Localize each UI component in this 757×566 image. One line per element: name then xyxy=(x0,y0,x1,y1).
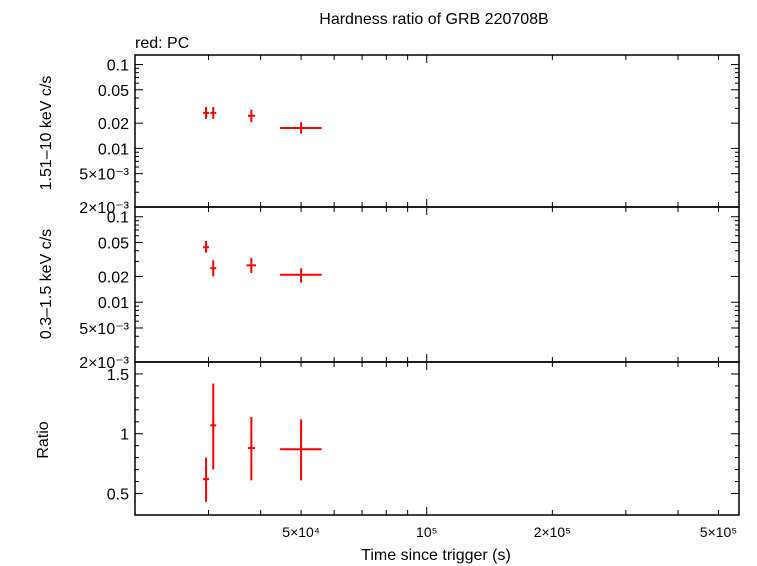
data-point-hard xyxy=(247,109,256,123)
y-tick-label: 0.02 xyxy=(98,270,129,287)
panel-soft-frame xyxy=(134,206,740,363)
chart-title: Hardness ratio of GRB 220708B xyxy=(319,11,548,28)
x-tick-labels: 5×10⁴ 10⁵ 2×10⁵ 5×10⁵ xyxy=(282,524,737,540)
data-point-hard xyxy=(210,106,217,119)
x-axis-label: Time since trigger (s) xyxy=(361,547,511,564)
panel-hard-band: 0.1 0.05 0.02 0.01 5×10⁻³ 2×10⁻³ 1.51–10 keV … xyxy=(38,54,740,217)
panel-soft-ylabel: 0.3–1.5 keV c/s xyxy=(38,229,55,339)
panel-ratio-ylabel: Ratio xyxy=(35,421,52,458)
panel-hard-ylabel: 1.51–10 keV c/s xyxy=(38,76,55,191)
data-point-soft xyxy=(210,260,217,277)
y-tick-label: 0.02 xyxy=(98,116,129,133)
x-tick-label: 2×10⁵ xyxy=(534,524,571,540)
y-tick-label: 2×10⁻³ xyxy=(79,200,129,217)
y-tick-label: 5×10⁻³ xyxy=(79,321,129,338)
data-point-soft xyxy=(246,257,257,273)
y-tick-label: 2×10⁻³ xyxy=(79,355,129,372)
data-point-hard xyxy=(279,122,322,134)
y-tick-label: 0.1 xyxy=(107,58,129,75)
panel-hard-frame xyxy=(134,54,740,208)
y-tick-label: 0.5 xyxy=(107,486,129,503)
data-point-hard xyxy=(203,106,210,119)
x-tick-label: 5×10⁴ xyxy=(282,524,320,540)
y-tick-label: 0.05 xyxy=(98,83,129,100)
data-point-ratio xyxy=(203,457,210,502)
y-tick-label: 0.01 xyxy=(98,141,129,158)
data-point-ratio xyxy=(210,383,217,470)
y-tick-label: 1.5 xyxy=(107,367,129,384)
data-point-soft xyxy=(203,241,210,253)
chart-subtitle: red: PC xyxy=(135,35,189,52)
y-tick-label: 0.01 xyxy=(98,295,129,312)
data-point-ratio xyxy=(247,416,256,481)
y-tick-label: 1 xyxy=(120,427,129,444)
x-tick-label: 10⁵ xyxy=(416,524,437,540)
y-tick-label: 0.05 xyxy=(98,235,129,252)
y-tick-label: 5×10⁻³ xyxy=(79,167,129,184)
x-tick-label: 5×10⁵ xyxy=(700,524,737,540)
y-tick-label: 0.1 xyxy=(107,210,129,227)
panel-soft-band: 0.1 0.05 0.02 0.01 5×10⁻³ 2×10⁻³ 0.3–1.5 keV … xyxy=(38,206,740,372)
panel-ratio: 1.5 1 0.5 Ratio xyxy=(35,361,740,516)
data-point-soft xyxy=(279,268,322,283)
data-point-ratio xyxy=(279,419,322,481)
panel-ratio-frame xyxy=(134,361,740,516)
